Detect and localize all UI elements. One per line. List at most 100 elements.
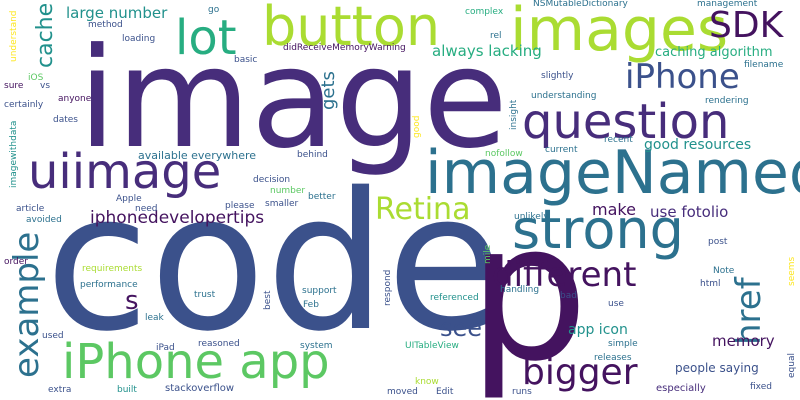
word-slightly: slightly (541, 71, 574, 81)
word-article: article (16, 204, 45, 214)
word-lot: lot (175, 10, 237, 66)
word-method: method (88, 20, 123, 30)
word-sdk: SDK (709, 5, 784, 46)
word-support: support (302, 286, 337, 296)
word-insight: insight (509, 99, 519, 130)
word-best: best (263, 290, 273, 310)
word-equal: equal (787, 353, 797, 378)
word-simple: simple (608, 339, 638, 349)
word-uiimage: uiimage (28, 144, 222, 200)
word-bigger: bigger (522, 352, 638, 393)
word-recent: recent (604, 135, 633, 145)
word-example: example (7, 231, 47, 378)
word-available-everywhere: available everywhere (138, 149, 257, 162)
word-go: go (208, 5, 220, 15)
word-complex: complex (465, 7, 504, 17)
word-need: need (135, 204, 158, 214)
word-memory: memory (712, 332, 775, 350)
word-iphonedevelopertips: iphonedevelopertips (90, 208, 265, 228)
word-certainly: certainly (4, 100, 44, 110)
word-fixed: fixed (750, 382, 772, 392)
word-iphone-app: iPhone app (62, 334, 330, 390)
word-apple: Apple (116, 194, 142, 204)
word-understand: understand (9, 10, 19, 62)
word-always-lacking: always lacking (432, 42, 542, 60)
word-ipad: iPad (156, 343, 175, 353)
word-basic: basic (234, 55, 258, 65)
word-management: management (697, 0, 758, 9)
word-handling: handling (500, 285, 540, 295)
word-anyone: anyone (58, 94, 92, 104)
word-filename: filename (744, 60, 784, 70)
word-feb: Feb (303, 300, 319, 310)
word-rel: rel (490, 31, 502, 41)
word-mile: mile (483, 244, 493, 264)
word-runs: runs (512, 387, 532, 397)
word-different: different (492, 255, 637, 295)
word-reasoned: reasoned (198, 339, 240, 349)
word-cache: cache (33, 2, 58, 68)
word-order: order (4, 257, 28, 267)
word-understanding: understanding (531, 91, 597, 101)
word-know: know (415, 377, 439, 387)
word-good-resources: good resources (644, 137, 752, 153)
word-stackoverflow: stackoverflow (165, 383, 235, 394)
word-vs: vs (40, 81, 51, 91)
word-current: current (545, 145, 578, 155)
word-releases: releases (594, 353, 632, 363)
word-unlikely: unlikely (514, 212, 549, 222)
word-especially: especially (656, 383, 706, 394)
word-question: question (522, 94, 730, 150)
word-number: number (270, 186, 306, 196)
word-please: please (225, 201, 255, 211)
word-large-number: large number (66, 4, 168, 22)
word-imageNamed: imageNamed (425, 138, 800, 208)
word-uitableview: UITableView (405, 341, 459, 351)
word-image: image (78, 18, 508, 179)
word-better: better (308, 192, 336, 202)
word-good: good (412, 115, 422, 138)
word-imagewithdata: imagewithdata (9, 120, 19, 188)
word-gets: gets (318, 71, 339, 110)
word-loading: loading (122, 34, 156, 44)
word-leak: leak (145, 313, 164, 323)
word-button: button (262, 0, 441, 58)
word-bad: bad (560, 291, 577, 301)
word-didreceivememorywarning: didReceiveMemoryWarning (283, 43, 406, 53)
word-p: p (468, 182, 589, 400)
word-iphone: iPhone (625, 57, 740, 97)
word-dates: dates (53, 115, 78, 125)
word-ios: iOS (28, 73, 44, 83)
word-sure: sure (4, 81, 24, 91)
word-built: built (117, 385, 137, 395)
word-moved: moved (387, 387, 418, 397)
word-behind: behind (297, 150, 328, 160)
word-make: make (592, 200, 636, 219)
word-decision: decision (253, 175, 291, 185)
word-nofollow: nofollow (485, 149, 523, 159)
word-strong: strong (512, 198, 684, 261)
word-seems: seems (787, 256, 797, 286)
word-see: see (440, 314, 483, 342)
word-code: code (45, 152, 504, 373)
word-respond: respond (383, 269, 393, 306)
word-caching-algorithm: caching algorithm (655, 45, 773, 60)
word-avoided: avoided (26, 215, 62, 225)
word-trust: trust (194, 290, 216, 300)
word-images: images (510, 0, 729, 65)
word-system: system (300, 341, 333, 351)
word-use-fotolio: use fotolio (650, 203, 729, 221)
word-smaller: smaller (265, 199, 299, 209)
word-s: s (125, 286, 139, 316)
word-requirements: requirements (82, 264, 143, 274)
word-edit: Edit (436, 387, 454, 397)
word-rendering: rendering (705, 96, 749, 106)
word-nsmutabledictionary: NSMutableDictionary (533, 0, 628, 9)
word-use: use (608, 299, 624, 309)
word-note: Note (713, 266, 735, 276)
word-app-icon: app icon (568, 322, 628, 338)
word-html: html (700, 279, 721, 289)
word-used: used (42, 331, 64, 341)
word-people-saying: people saying (675, 361, 759, 375)
